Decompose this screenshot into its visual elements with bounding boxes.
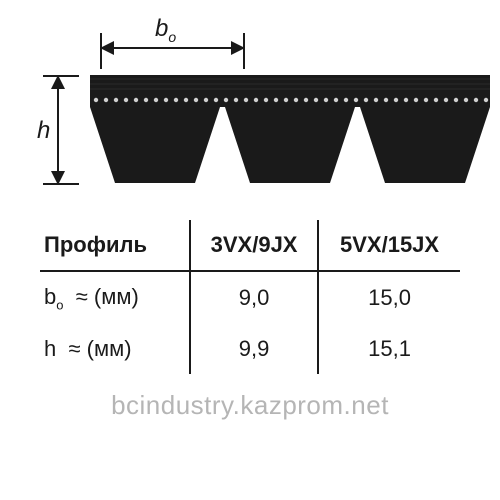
dim-line <box>100 47 245 49</box>
table-header-row: Профиль 3VX/9JX 5VX/15JX <box>40 220 460 271</box>
belt-profile-diagram <box>90 75 490 185</box>
watermark-text: bcindustry.kazprom.net <box>30 390 470 421</box>
table-cell: 15,1 <box>318 324 460 374</box>
dim-tick <box>43 183 79 185</box>
dim-width-label: bo <box>155 15 176 45</box>
table-row-label: h ≈ (мм) <box>40 324 190 374</box>
table-header-label: Профиль <box>40 220 190 271</box>
table-cell: 15,0 <box>318 271 460 324</box>
table-header-col1: 3VX/9JX <box>190 220 318 271</box>
dimension-height: h <box>45 75 75 185</box>
table-cell: 9,9 <box>190 324 318 374</box>
dim-height-label: h <box>37 117 50 145</box>
dim-line <box>57 75 59 185</box>
table-header-col2: 5VX/15JX <box>318 220 460 271</box>
table-row: h ≈ (мм) 9,9 15,1 <box>40 324 460 374</box>
table-row-label: bo ≈ (мм) <box>40 271 190 324</box>
figure-container: bo h <box>30 20 470 480</box>
table-row: bo ≈ (мм) 9,0 15,0 <box>40 271 460 324</box>
dimension-width: bo <box>100 35 245 65</box>
belt-svg <box>90 75 490 185</box>
spec-table: Профиль 3VX/9JX 5VX/15JX bo ≈ (мм) 9,0 1… <box>40 220 460 374</box>
table-cell: 9,0 <box>190 271 318 324</box>
dim-tick <box>243 33 245 69</box>
